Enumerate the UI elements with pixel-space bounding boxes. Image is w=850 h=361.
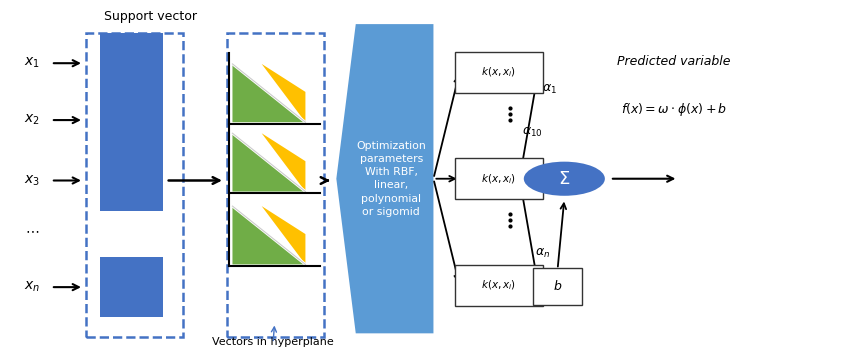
Polygon shape xyxy=(232,206,305,264)
FancyBboxPatch shape xyxy=(100,150,163,211)
FancyBboxPatch shape xyxy=(100,257,163,317)
FancyBboxPatch shape xyxy=(100,90,163,150)
FancyBboxPatch shape xyxy=(533,268,582,305)
Text: $x_n$: $x_n$ xyxy=(25,280,41,294)
FancyBboxPatch shape xyxy=(455,158,543,199)
Text: $\cdots$: $\cdots$ xyxy=(26,223,39,237)
FancyBboxPatch shape xyxy=(230,195,320,266)
FancyBboxPatch shape xyxy=(455,265,543,306)
Polygon shape xyxy=(232,64,305,122)
Text: $x_3$: $x_3$ xyxy=(25,173,40,188)
Text: $k(x, x_i)$: $k(x, x_i)$ xyxy=(481,65,517,79)
Polygon shape xyxy=(262,133,305,192)
Text: $k(x, x_i)$: $k(x, x_i)$ xyxy=(481,172,517,186)
Text: $\alpha_{10}$: $\alpha_{10}$ xyxy=(522,126,543,139)
Text: $\alpha_n$: $\alpha_n$ xyxy=(535,247,550,260)
FancyBboxPatch shape xyxy=(230,53,320,123)
Text: Optimization
parameters
With RBF,
linear,
polynomial
or sigomid: Optimization parameters With RBF, linear… xyxy=(356,141,426,217)
Text: Support vector: Support vector xyxy=(104,10,197,23)
Text: $\Sigma$: $\Sigma$ xyxy=(558,170,570,188)
Text: Vectors in hyperplane: Vectors in hyperplane xyxy=(212,337,334,347)
Text: $f(x) = \omega \cdot \phi(x) + b$: $f(x) = \omega \cdot \phi(x) + b$ xyxy=(621,101,728,118)
Polygon shape xyxy=(262,64,305,122)
Text: $x_2$: $x_2$ xyxy=(25,113,40,127)
Text: Predicted variable: Predicted variable xyxy=(617,55,731,68)
Circle shape xyxy=(524,162,605,196)
Polygon shape xyxy=(262,206,305,264)
Text: $\alpha_1$: $\alpha_1$ xyxy=(541,83,557,96)
FancyBboxPatch shape xyxy=(455,52,543,92)
Text: $x_1$: $x_1$ xyxy=(25,56,40,70)
Text: $b$: $b$ xyxy=(552,279,562,293)
Text: $k(x, x_i)$: $k(x, x_i)$ xyxy=(481,279,517,292)
FancyBboxPatch shape xyxy=(230,122,320,193)
Polygon shape xyxy=(232,133,305,192)
FancyBboxPatch shape xyxy=(100,33,163,93)
Polygon shape xyxy=(337,24,434,333)
